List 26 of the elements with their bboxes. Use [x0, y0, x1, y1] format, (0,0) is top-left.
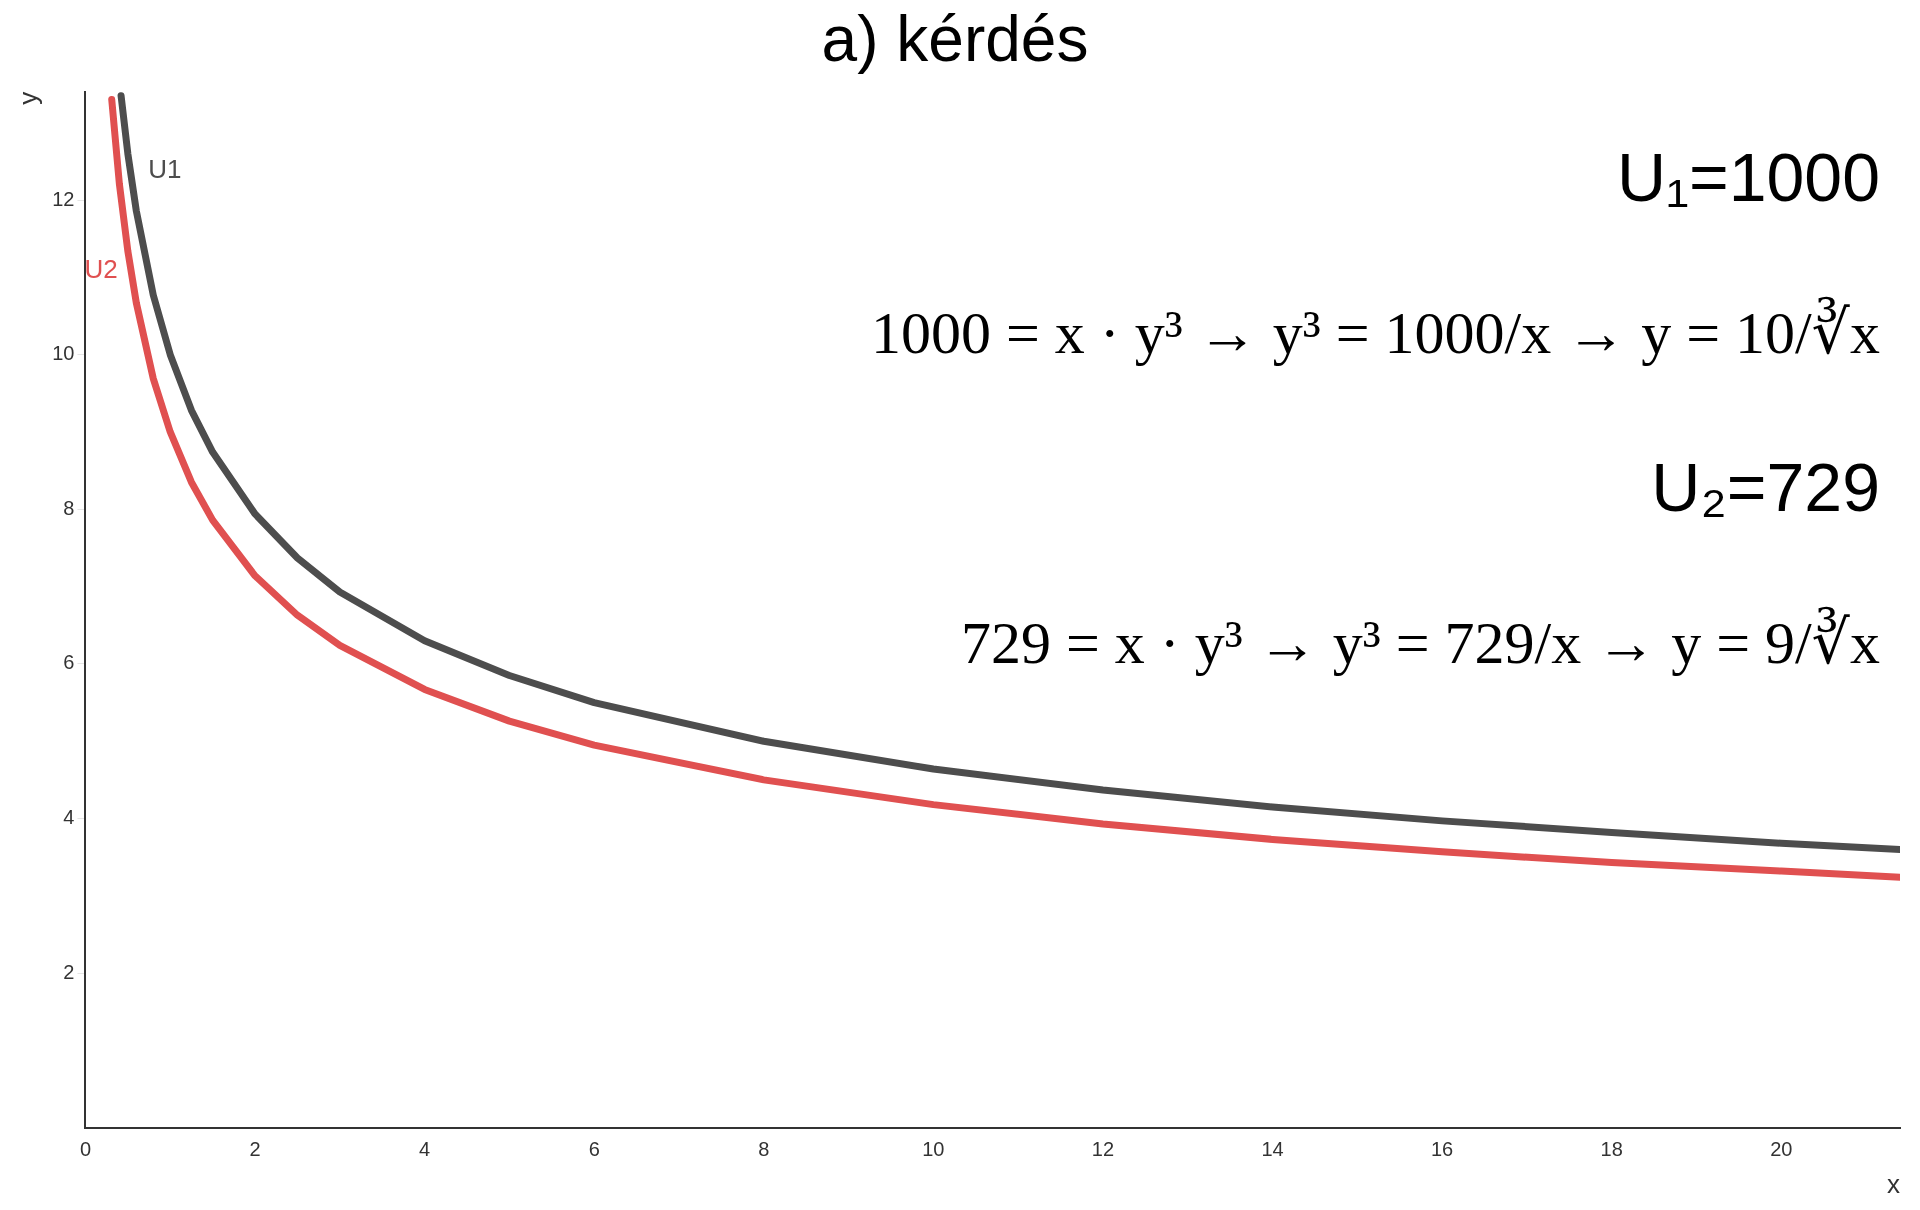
- x-tick-label: 14: [1261, 1138, 1284, 1161]
- x-tick-label: 12: [1091, 1138, 1115, 1161]
- x-tick-label: 2: [249, 1138, 261, 1161]
- x-tick-label: 20: [1770, 1138, 1793, 1161]
- x-tick-label: 0: [79, 1138, 92, 1161]
- series-label: U1: [148, 154, 182, 185]
- series-label: U2: [84, 254, 118, 285]
- y-tick-label: 4: [63, 806, 75, 829]
- x-tick-label: 18: [1600, 1138, 1623, 1161]
- annotation: U₂=729: [1651, 448, 1880, 525]
- y-axis-title: y: [12, 91, 43, 105]
- y-tick-label: 6: [63, 651, 75, 674]
- x-tick-label: 4: [419, 1138, 431, 1161]
- chart-title: a) kérdés: [821, 3, 1089, 76]
- x-tick-label: 8: [758, 1138, 770, 1161]
- annotation: U₁=1000: [1616, 138, 1880, 215]
- x-tick-label: 6: [588, 1138, 600, 1161]
- x-tick-label: 16: [1431, 1138, 1454, 1161]
- y-tick-label: 10: [52, 342, 75, 365]
- x-axis-title: x: [1887, 1168, 1900, 1199]
- y-tick-label: 2: [63, 960, 75, 983]
- x-tick-label: 10: [922, 1138, 945, 1161]
- annotation: 729 = x · y³ → y³ = 729/x → y = 9/∛x: [960, 605, 1880, 676]
- y-tick-label: 12: [52, 187, 75, 210]
- y-tick-label: 8: [63, 496, 75, 519]
- annotation: 1000 = x · y³ → y³ = 1000/x → y = 10/∛x: [870, 295, 1880, 366]
